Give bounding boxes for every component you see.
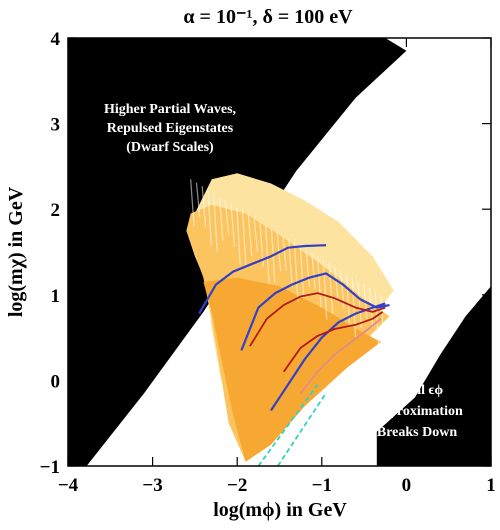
resonance-stripe bbox=[293, 242, 299, 303]
resonance-stripe bbox=[218, 196, 224, 242]
series-curve bbox=[249, 292, 386, 347]
x-tick-label: 0 bbox=[402, 475, 412, 496]
resonance-stripe bbox=[201, 186, 207, 227]
dashed-boundary-line bbox=[277, 392, 327, 466]
resonance-stripe bbox=[374, 291, 380, 348]
y-axis-title: log(mχ) in GeV bbox=[5, 186, 27, 317]
annotation-line: Small ϵϕ bbox=[391, 383, 444, 398]
resonance-stripe bbox=[322, 259, 328, 320]
resonance-stripe bbox=[265, 224, 270, 284]
resonance-stripe bbox=[190, 179, 195, 227]
y-tick-label: 3 bbox=[51, 115, 61, 136]
x-tick-label: −3 bbox=[142, 475, 162, 496]
annotation-line: Breaks Down bbox=[377, 425, 457, 440]
resonance-stripe bbox=[282, 235, 287, 271]
annotation-line: Repulsed Eigenstates bbox=[107, 121, 234, 136]
curves-layer bbox=[198, 244, 390, 412]
resonance-stripe bbox=[345, 273, 351, 328]
chart-title: α = 10⁻¹, δ = 100 eV bbox=[183, 6, 353, 28]
x-tick-label: −1 bbox=[312, 475, 332, 496]
resonance-stripe bbox=[299, 245, 305, 299]
resonance-stripe bbox=[213, 193, 218, 252]
resonance-stripes bbox=[190, 179, 386, 354]
series-curve bbox=[198, 244, 327, 315]
y-tick-label: 0 bbox=[51, 371, 61, 392]
annotation-line: (Dwarf Scales) bbox=[126, 140, 214, 155]
resonance-stripe bbox=[224, 200, 230, 235]
annotation-line: Higher Partial Waves, bbox=[104, 102, 236, 117]
resonance-stripe bbox=[207, 189, 212, 246]
resonance-stripe bbox=[334, 266, 339, 303]
annotation-small-epsilon: Small ϵϕ Approximation Breaks Down bbox=[371, 383, 463, 440]
resonance-stripe bbox=[241, 210, 247, 268]
y-tick-label: 2 bbox=[51, 200, 61, 221]
axis-ticks: −4 −3 −2 −1 0 1 −1 0 1 2 3 4 bbox=[40, 29, 496, 496]
dashed-boundary-line bbox=[257, 384, 319, 466]
annotation-line: Approximation bbox=[371, 404, 463, 419]
x-tick-label: −4 bbox=[58, 475, 79, 496]
y-tick-label: −1 bbox=[40, 457, 60, 478]
resonance-stripe bbox=[230, 203, 236, 247]
resonance-stripe bbox=[195, 182, 201, 218]
resonance-stripe bbox=[253, 217, 259, 253]
plot-area bbox=[68, 38, 491, 466]
plot-frame bbox=[67, 37, 492, 467]
y-tick-label: 4 bbox=[51, 29, 61, 50]
y-tick-label: 1 bbox=[51, 286, 61, 307]
x-tick-label: −2 bbox=[227, 475, 247, 496]
resonance-stripe bbox=[236, 207, 241, 265]
resonance-stripe bbox=[305, 249, 311, 287]
resonance-stripe bbox=[328, 263, 334, 314]
dashed-lines-layer bbox=[257, 384, 327, 466]
series-curve bbox=[240, 272, 390, 351]
resonance-stripe bbox=[311, 252, 316, 290]
resonance-stripe bbox=[357, 280, 362, 328]
x-axis-title: log(mϕ) in GeV bbox=[213, 499, 347, 521]
series-curve bbox=[299, 318, 382, 394]
annotation-higher-partial-waves: Higher Partial Waves, Repulsed Eigenstat… bbox=[104, 102, 236, 155]
region-excluded-lower-right bbox=[376, 286, 491, 466]
series-curve bbox=[282, 311, 384, 373]
x-tick-label: 1 bbox=[486, 475, 496, 496]
resonance-stripe bbox=[316, 256, 322, 308]
resonance-stripe bbox=[247, 214, 253, 256]
